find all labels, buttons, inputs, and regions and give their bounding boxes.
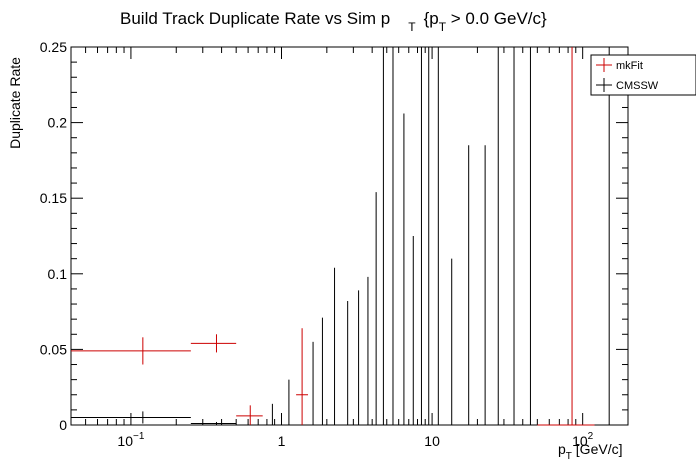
plot-frame: [70, 46, 629, 426]
chart-title: Build Track Duplicate Rate vs Sim p T {pT …: [120, 9, 547, 34]
legend-item-mkfit: mkFit: [596, 58, 643, 72]
x-axis-ticks: 10−1 1 10 102: [70, 47, 629, 449]
x-tick-label: 10−1: [117, 431, 144, 449]
y-tick-label: 0: [59, 417, 67, 433]
legend-cmssw-label: CMSSW: [616, 80, 659, 92]
y-tick-label: 0.15: [40, 190, 67, 206]
y-tick-label: 0.05: [40, 341, 67, 357]
legend-item-cmssw: CMSSW: [596, 78, 659, 92]
y-axis-ticks: 0 0.05 0.1 0.15 0.2 0.25: [40, 39, 628, 433]
legend-box: [590, 54, 696, 96]
y-tick-label: 0.25: [40, 39, 67, 55]
y-axis-label: Duplicate Rate: [7, 57, 23, 149]
x-tick-label: 102: [572, 431, 594, 449]
y-tick-label: 0.2: [48, 115, 68, 131]
x-tick-label: 1: [278, 433, 286, 449]
y-tick-label: 0.1: [48, 266, 68, 282]
legend: mkFit CMSSW: [590, 54, 696, 96]
legend-mkfit-label: mkFit: [616, 60, 643, 72]
x-axis-label: pT [GeV/c]: [558, 441, 622, 462]
x-tick-label: 10: [424, 433, 440, 449]
data-marks: [71, 47, 628, 426]
